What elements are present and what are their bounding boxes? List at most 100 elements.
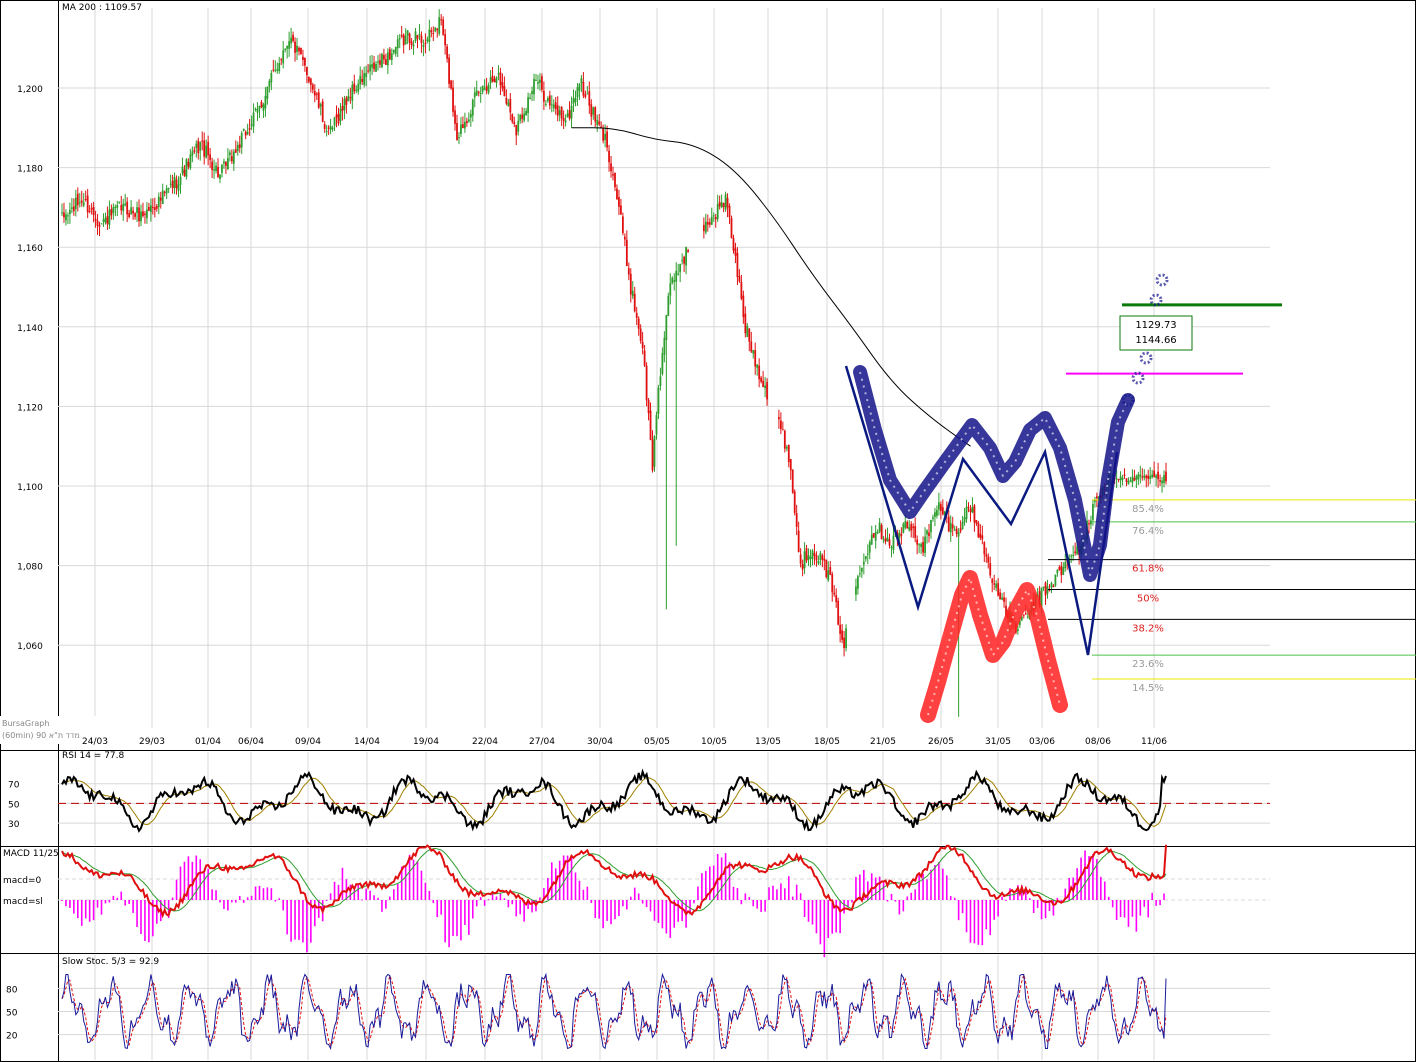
candle-body — [578, 83, 581, 91]
candle-body — [1129, 480, 1132, 482]
candle-body — [205, 145, 208, 158]
fib-label: 50% — [1137, 593, 1159, 604]
macd-hist-bar — [870, 873, 873, 900]
macd-row-label-sl: macd=sl — [3, 897, 43, 907]
candle-body — [430, 30, 433, 33]
candle-body — [114, 206, 117, 208]
y-tick-label: 1,060 — [17, 642, 43, 652]
y-tick-label: 1,080 — [17, 563, 43, 573]
candle-body — [406, 30, 409, 36]
candle-body — [76, 193, 79, 206]
fib-label: 38.2% — [1132, 623, 1164, 634]
candle-body — [353, 83, 356, 92]
candle-body — [471, 99, 474, 116]
macd-hist-bar — [1163, 893, 1165, 900]
candle-body — [495, 77, 498, 83]
macd-hist-bar — [665, 900, 668, 934]
candle-body — [167, 188, 170, 190]
macd-hist-bar — [859, 874, 861, 900]
candle-body — [841, 630, 844, 640]
macd-hist-bar — [740, 900, 743, 905]
candle-body — [355, 89, 358, 91]
candle-body — [359, 75, 362, 85]
macd-hist-bar — [606, 900, 608, 921]
candle-body — [608, 150, 610, 163]
rsi-y-tick: 30 — [8, 820, 20, 830]
candle-body — [142, 211, 144, 217]
candle-body — [175, 179, 178, 189]
candle-body — [274, 69, 277, 71]
candle-body — [363, 73, 366, 85]
macd-hist-bar — [219, 900, 221, 903]
candle-body — [436, 28, 439, 31]
candle-body — [110, 209, 113, 216]
candle-body — [764, 385, 766, 389]
candle-body — [752, 350, 755, 354]
candle-body — [712, 215, 715, 217]
x-tick-label: 27/04 — [529, 737, 555, 747]
macd-hist-bar — [337, 884, 340, 900]
macd-hist-bar — [392, 889, 395, 900]
macd-hist-bar — [649, 900, 652, 912]
macd-hist-bar — [108, 900, 111, 903]
candle-body — [1001, 597, 1003, 600]
macd-hist-bar — [716, 854, 719, 900]
candle-body — [503, 86, 506, 97]
macd-hist-bar — [302, 900, 304, 943]
candle-body — [803, 551, 806, 568]
candle-body — [857, 576, 859, 589]
macd-hist-bar — [519, 900, 521, 915]
candle-body — [292, 34, 294, 41]
macd-hist-bar — [1159, 900, 1161, 906]
macd-hist-bar — [128, 900, 130, 904]
macd-hist-bar — [1024, 891, 1027, 900]
price-panel: 1,060 1,080 1,100 1,120 1,140 1,160 1,180 1,200… — [0, 3, 1416, 747]
candle-body — [1125, 478, 1128, 482]
candle-body — [809, 556, 812, 559]
candle-body — [550, 104, 553, 106]
macd-hist-bar — [629, 896, 632, 900]
macd-hist-bar — [361, 899, 363, 901]
candle-body — [1046, 586, 1049, 594]
macd-signal-line — [61, 847, 1167, 912]
macd-hist-bar — [953, 897, 956, 900]
candle-body — [140, 211, 142, 222]
candle-body — [262, 104, 265, 111]
x-tick-label: 26/05 — [928, 737, 954, 747]
candle-body — [827, 570, 830, 581]
candle-body — [734, 248, 737, 256]
macd-hist-bar — [120, 891, 123, 900]
macd-hist-bar — [278, 898, 281, 900]
macd-hist-bar — [969, 900, 972, 943]
macd-hist-bar — [1147, 900, 1150, 918]
candle-body — [839, 624, 842, 634]
candle-body — [1038, 591, 1041, 606]
y-tick-label: 1,180 — [17, 165, 43, 175]
candle-body — [236, 145, 239, 152]
candle-body — [369, 64, 371, 72]
macd-hist-bar — [76, 900, 79, 919]
candle-body — [546, 98, 549, 102]
candle-body — [438, 17, 441, 34]
macd-hist-bar — [641, 900, 644, 904]
candle-body — [130, 207, 133, 215]
candle-body — [762, 380, 765, 388]
candle-body — [78, 202, 81, 204]
candle-body — [228, 152, 231, 156]
candle-body — [191, 151, 194, 156]
candle-body — [602, 128, 605, 141]
candle-body — [501, 82, 504, 89]
macd-hist-bar — [163, 900, 166, 912]
macd-hist-bar — [365, 888, 367, 900]
macd-hist-bar — [653, 900, 656, 921]
candle-body — [469, 114, 472, 118]
candle-body — [367, 70, 370, 72]
macd-hist-bar — [1151, 892, 1153, 900]
candle-body — [70, 207, 73, 209]
candle-body — [1026, 616, 1029, 618]
macd-hist-bar — [207, 868, 209, 900]
macd-hist-bar — [294, 900, 296, 940]
candle-body — [645, 365, 648, 401]
candle-body — [562, 117, 565, 121]
candle-body — [1016, 628, 1019, 632]
